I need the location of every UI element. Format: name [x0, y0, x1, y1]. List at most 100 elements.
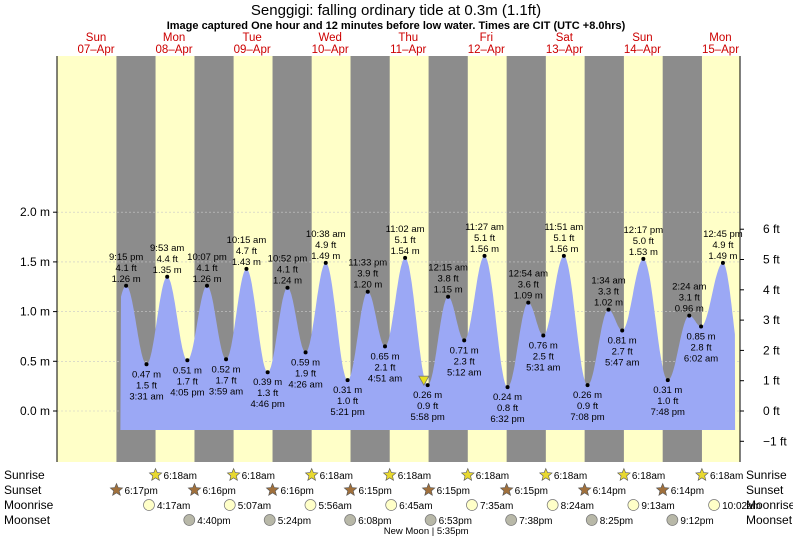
tide-label: 7:48 pm [651, 407, 685, 418]
tide-label: 12:45 pm [703, 229, 743, 240]
tide-label: 5.1 ft [395, 235, 416, 246]
tide-label: 12:17 pm [624, 225, 664, 236]
tide-label: 3:31 am [129, 391, 163, 402]
tide-label: 3.3 ft [598, 287, 619, 298]
day-date: 13–Apr [546, 44, 583, 56]
tide-label: 0.39 m [253, 377, 282, 388]
tide-label: 10:15 am [227, 235, 267, 246]
tide-point [365, 289, 370, 294]
sunset-icon [655, 482, 670, 496]
tide-label: 5:12 am [447, 367, 481, 378]
day-name: Tue [242, 32, 261, 44]
tide-label: 11:51 am [544, 222, 583, 233]
tide-point [165, 274, 170, 279]
tide-point [482, 253, 487, 258]
tide-point [185, 358, 190, 363]
tide-label: 0.47 m [132, 369, 161, 380]
moonset-icon [666, 514, 679, 526]
tide-label: 2.3 ft [454, 356, 475, 367]
sunrise-icon [226, 467, 241, 481]
tide-label: 5:31 am [526, 362, 560, 373]
right-tick-label: 5 ft [763, 253, 780, 267]
day-date: 14–Apr [624, 44, 661, 56]
tide-labels: 9:15 pm4.1 ft1.26 m0.47 m1.5 ft3:31 am9:… [109, 222, 743, 425]
right-tick-label: 3 ft [763, 313, 780, 327]
tide-point [561, 253, 566, 258]
tide-point [687, 313, 692, 318]
tide-label: 1.56 m [470, 244, 499, 255]
day-name: Fri [480, 32, 493, 44]
row-label-right: Moonrise [746, 498, 793, 512]
tide-label: 0.9 ft [417, 401, 438, 412]
right-tick-label: 6 ft [763, 222, 780, 236]
sunset-time: 6:14pm [593, 486, 626, 497]
right-tick-label: 2 ft [763, 343, 780, 357]
tide-point [526, 300, 531, 305]
day-date: 09–Apr [234, 44, 271, 56]
tide-label: 7:08 pm [570, 412, 604, 423]
day-name: Sun [86, 32, 106, 44]
right-tick-label: −1 ft [763, 434, 787, 448]
left-tick-label: 1.0 m [20, 305, 50, 319]
moonset-icon [424, 514, 437, 526]
tide-label: 1.7 ft [215, 375, 236, 386]
moonrise-icon [304, 499, 317, 511]
tide-label: 12:15 am [428, 263, 468, 274]
tide-point [323, 260, 328, 265]
tide-label: 0.26 m [413, 390, 442, 401]
tide-label: 0.81 m [608, 335, 637, 346]
moonrise-time: 7:35am [480, 501, 513, 512]
tide-label: 1.49 m [311, 251, 340, 262]
tide-point [541, 333, 546, 338]
current-tide-marker [418, 375, 430, 387]
tide-label: 9:15 pm [109, 252, 143, 263]
sunset-time: 6:16pm [281, 486, 314, 497]
tide-point [641, 256, 646, 261]
moonrise-time: 5:07am [238, 501, 271, 512]
sunset-icon [421, 482, 436, 496]
tide-label: 5:58 pm [411, 412, 445, 423]
moonrise-time: 9:13am [641, 501, 674, 512]
tide-label: 1.35 m [153, 265, 182, 276]
sunrise-time: 6:18am [710, 471, 743, 482]
tide-label: 3.9 ft [357, 269, 378, 280]
sunrise-icon [382, 467, 397, 481]
tide-point [620, 328, 625, 333]
day-name: Sun [632, 32, 652, 44]
moonrise-time: 10:02am [722, 501, 761, 512]
sunrise-time: 6:18am [554, 471, 587, 482]
row-label-left: Moonrise [4, 498, 54, 512]
sunrise-icon [460, 467, 475, 481]
day-date: 08–Apr [156, 44, 193, 56]
sunset-time: 6:17pm [124, 486, 157, 497]
day-name: Wed [318, 32, 341, 44]
right-tick-label: 1 ft [763, 374, 780, 388]
axes: 2.0 m 1.5 m 1.0 m 0.5 m 0.0 m 6 ft 5 ft 4 ft 3 f… [20, 56, 787, 462]
moonset-icon [183, 514, 196, 526]
tide-label: 2.5 ft [533, 351, 554, 362]
tide-label: 0.8 ft [497, 403, 518, 414]
tide-label: 0.76 m [529, 340, 558, 351]
tide-label: 4:05 pm [170, 387, 204, 398]
moonrise-icon [143, 499, 155, 511]
tide-point [265, 370, 270, 375]
sunrise-icon [695, 467, 709, 481]
moonrise-time: 6:45am [399, 501, 432, 512]
tide-label: 1.02 m [594, 298, 623, 309]
sunset-time: 6:15pm [515, 486, 548, 497]
left-tick-label: 2.0 m [20, 205, 50, 219]
moonset-time: 5:24pm [278, 516, 311, 527]
tide-point [425, 383, 430, 388]
tide-label: 6:02 am [684, 354, 718, 365]
tide-label: 11:02 am [386, 224, 425, 235]
tide-label: 4.1 ft [196, 263, 217, 274]
row-label-right: Sunset [746, 483, 784, 497]
tide-label: 0.31 m [653, 385, 682, 396]
tide-label: 3.6 ft [518, 280, 539, 291]
tide-point [244, 266, 249, 271]
tide-label: 1.5 ft [136, 380, 157, 391]
tide-label: 2.8 ft [691, 343, 712, 354]
day-name: Sat [556, 32, 574, 44]
tide-point [699, 324, 704, 329]
